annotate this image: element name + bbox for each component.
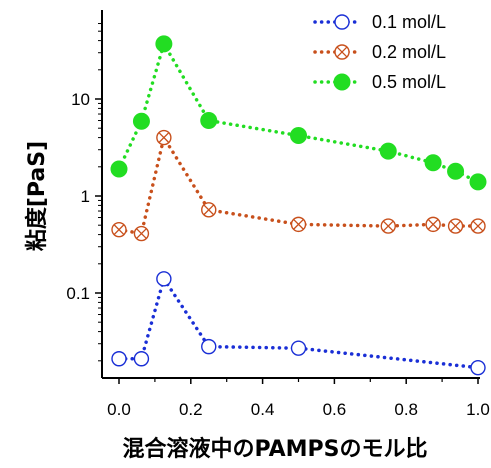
series-1	[111, 271, 486, 376]
y-tick-label: 1	[81, 187, 90, 206]
marker-cross	[336, 46, 348, 58]
legend: 0.1 mol/L 0.2 mol/L 0.5 mol/L	[313, 12, 446, 92]
marker-shape	[447, 162, 465, 180]
data-point	[201, 202, 217, 218]
marker-shape	[470, 359, 486, 376]
data-point	[290, 127, 307, 145]
data-point	[379, 142, 397, 160]
marker-cross	[472, 220, 484, 232]
data-point	[200, 112, 218, 130]
data-point	[155, 35, 173, 53]
marker-shape	[334, 14, 350, 30]
legend-item: 0.5 mol/L	[313, 72, 446, 92]
marker-cross	[203, 204, 215, 216]
x-tick-label: 0.8	[394, 400, 418, 419]
marker-cross	[427, 219, 439, 230]
x-tick-label: 0.4	[251, 400, 275, 419]
marker-cross	[136, 228, 147, 239]
marker-cross	[158, 132, 170, 143]
data-point	[470, 218, 486, 234]
data-point	[133, 351, 150, 367]
marker-shape	[424, 154, 442, 172]
data-point	[156, 129, 172, 146]
data-point	[111, 221, 127, 238]
marker-shape	[200, 112, 218, 130]
data-point	[290, 340, 307, 356]
legend-marker	[333, 73, 351, 91]
data-point	[111, 351, 127, 367]
marker-shape	[132, 112, 150, 130]
legend-item: 0.2 mol/L	[313, 42, 446, 62]
x-tick-label: 0.2	[179, 400, 203, 419]
data-point	[110, 160, 128, 178]
legend-marker	[334, 14, 350, 30]
data-point	[470, 359, 486, 376]
x-tick-label: 1.0	[466, 400, 490, 419]
data-point	[380, 218, 396, 234]
marker-shape	[155, 35, 173, 53]
marker-cross	[113, 224, 125, 235]
marker-shape	[290, 127, 307, 145]
legend-label: 0.2 mol/L	[372, 42, 446, 62]
legend-marker	[334, 44, 350, 60]
x-tick-label: 0.0	[107, 400, 131, 419]
axes	[101, 10, 480, 379]
data-point	[156, 271, 172, 287]
marker-shape	[156, 271, 172, 287]
y-tick-label: 0.1	[66, 284, 90, 303]
marker-cross	[450, 220, 461, 232]
marker-shape	[333, 73, 351, 91]
marker-shape	[111, 351, 127, 367]
data-point	[447, 162, 465, 180]
legend-label: 0.5 mol/L	[372, 72, 446, 92]
series-layer	[110, 35, 487, 376]
y-tick-label: 10	[71, 90, 90, 109]
data-point	[469, 173, 487, 191]
marker-shape	[201, 338, 217, 355]
legend-label: 0.1 mol/L	[372, 12, 446, 32]
data-point	[201, 338, 217, 355]
y-axis-title: 粘度[PaS]	[24, 141, 50, 251]
x-axis-title: 混合溶液中のPAMPSのモル比	[123, 436, 428, 462]
data-point	[447, 218, 464, 234]
data-point	[133, 225, 150, 242]
series-2	[111, 129, 486, 242]
data-point	[290, 216, 307, 233]
marker-shape	[290, 340, 307, 356]
marker-cross	[382, 220, 394, 232]
data-point	[424, 154, 442, 172]
marker-shape	[110, 160, 128, 178]
x-tick-label: 0.6	[323, 400, 347, 419]
ticks: 0.0 0.2 0.4 0.6 0.8 1.0 0.1 1 10	[66, 23, 490, 419]
marker-shape	[133, 351, 150, 367]
series-3	[110, 35, 487, 191]
data-point	[132, 112, 150, 130]
legend-item: 0.1 mol/L	[313, 12, 446, 32]
series-line	[117, 39, 480, 184]
marker-shape	[379, 142, 397, 160]
marker-cross	[293, 219, 304, 230]
data-point	[425, 216, 441, 233]
marker-shape	[469, 173, 487, 191]
